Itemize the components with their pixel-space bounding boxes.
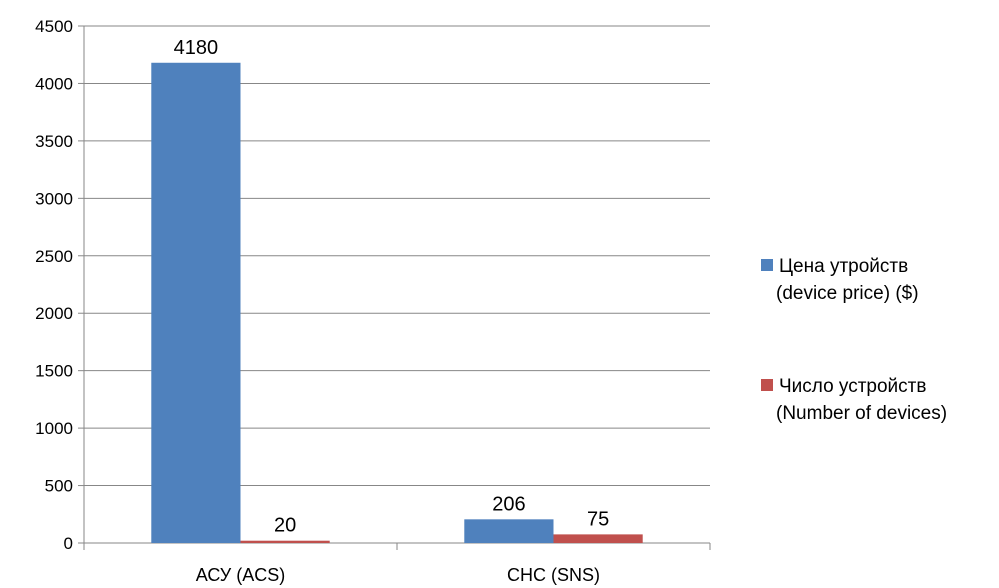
y-tick-label: 4500	[35, 17, 73, 36]
y-tick-label: 2500	[35, 247, 73, 266]
y-tick-label: 2000	[35, 304, 73, 323]
y-tick-label: 3000	[35, 189, 73, 208]
legend-label: Цена утройств (device price) ($)	[776, 256, 919, 304]
y-tick-label: 0	[64, 534, 73, 553]
y-tick-label: 1500	[35, 362, 73, 381]
data-label: 206	[492, 493, 525, 515]
x-category-label: АСУ (ACS)	[196, 565, 285, 585]
bars	[151, 63, 642, 543]
data-label: 4180	[174, 37, 219, 59]
data-label: 20	[274, 515, 296, 537]
bar	[241, 541, 330, 543]
y-tick-label: 4000	[35, 74, 73, 93]
axes: 0 500 1000 1500 2000 2500 3000 3500 4000 4500 АСУ …	[35, 17, 710, 585]
legend-swatch	[761, 379, 773, 391]
data-label: 75	[587, 508, 609, 530]
bar	[464, 519, 553, 543]
legend-swatch	[761, 259, 773, 271]
y-tick-label: 500	[45, 477, 73, 496]
legend: Цена утройств (device price) ($) Число уст…	[761, 256, 947, 424]
y-tick-label: 1000	[35, 419, 73, 438]
bar	[151, 63, 240, 543]
x-category-label: СНС (SNS)	[507, 565, 600, 585]
legend-label: Число устройств (Number of devices)	[776, 376, 947, 424]
bar	[554, 534, 643, 543]
y-tick-label: 3500	[35, 132, 73, 151]
